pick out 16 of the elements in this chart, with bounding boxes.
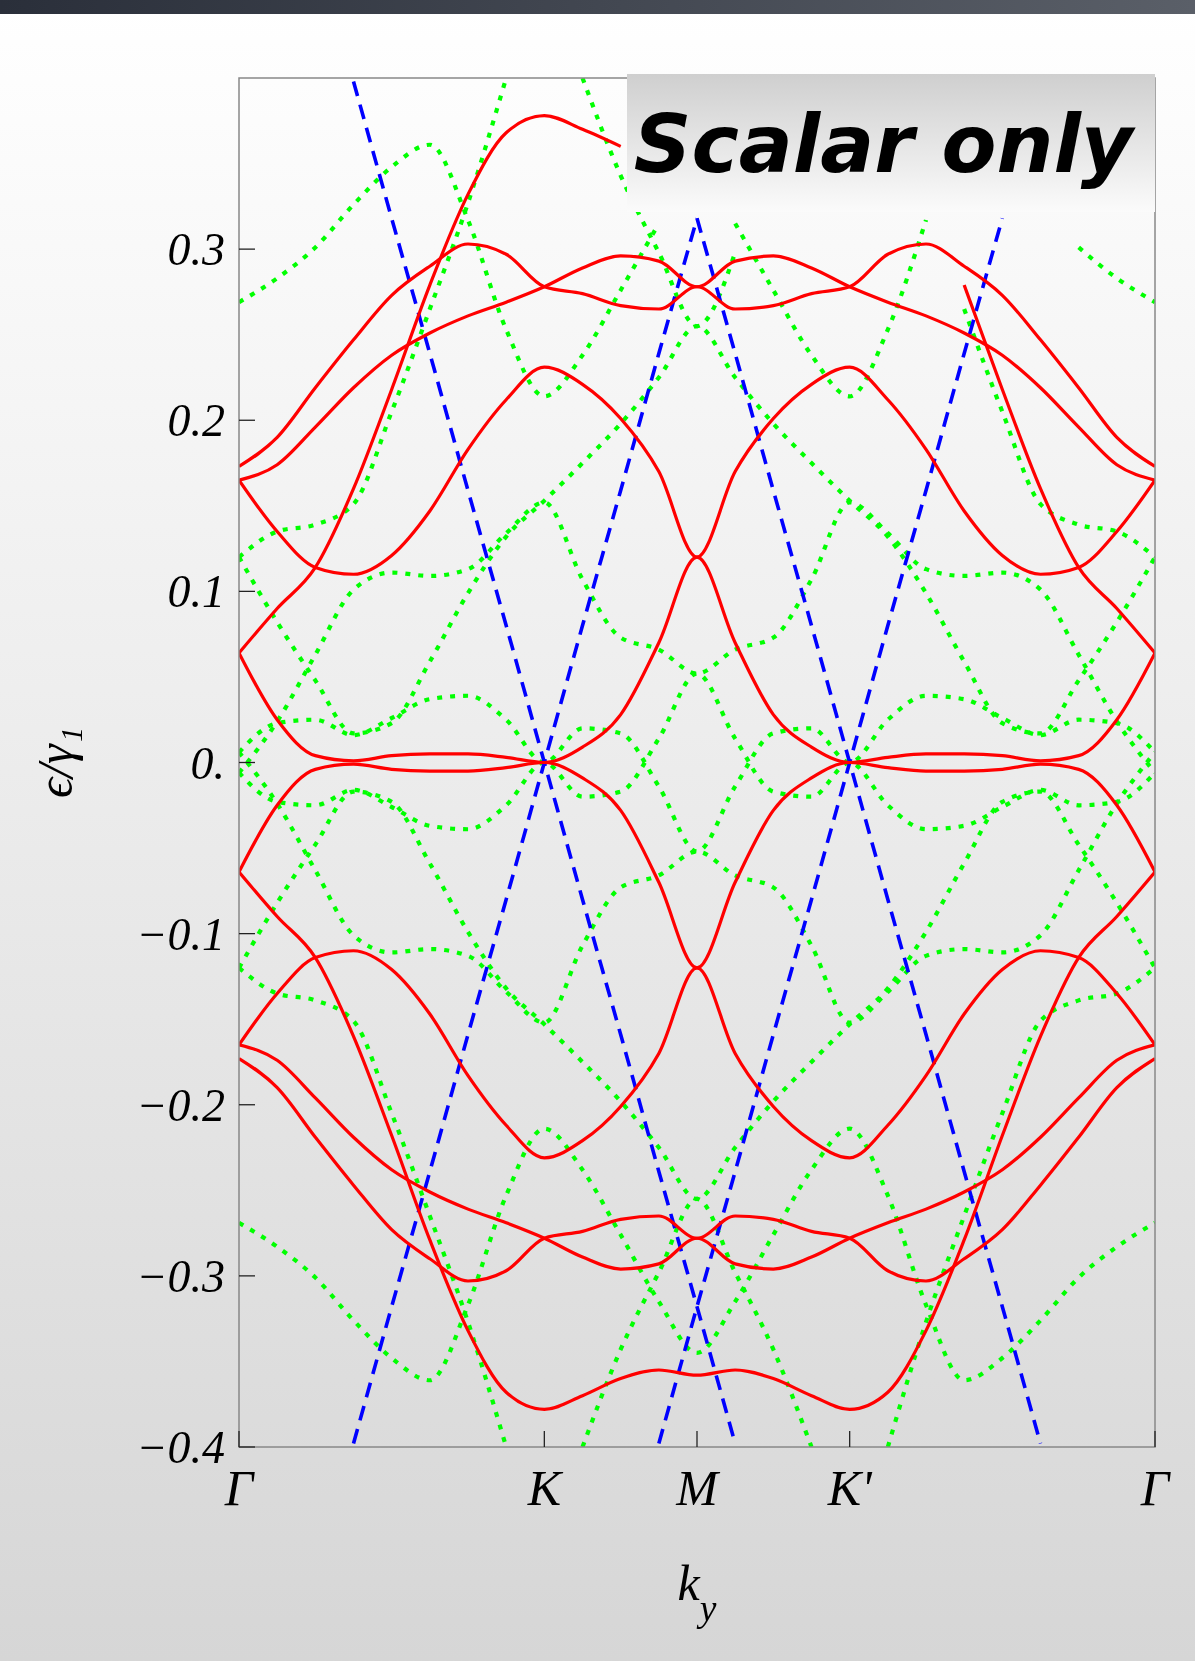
- y-tick-label: 0.2: [167, 395, 225, 447]
- y-tick-label: 0.: [190, 737, 225, 789]
- x-tick-label: K: [526, 1460, 564, 1516]
- x-tick-label: M: [675, 1460, 721, 1516]
- x-axis-title: k$_{y}$: [677, 1555, 717, 1629]
- x-tick-label: K': [826, 1460, 873, 1516]
- y-tick-label: −0.1: [136, 908, 225, 960]
- x-tick-label: Γ: [1139, 1460, 1172, 1516]
- x-tick-label: Γ: [223, 1460, 256, 1516]
- y-axis-title: ϵ/γ₁: [27, 726, 83, 799]
- y-tick-label: 0.3: [167, 224, 225, 276]
- y-tick-label: 0.1: [167, 566, 225, 618]
- y-tick-label: −0.4: [136, 1422, 225, 1474]
- y-tick-label: −0.3: [136, 1250, 225, 1302]
- y-tick-label: −0.2: [136, 1079, 225, 1131]
- chart-title: Scalar only: [633, 98, 1136, 191]
